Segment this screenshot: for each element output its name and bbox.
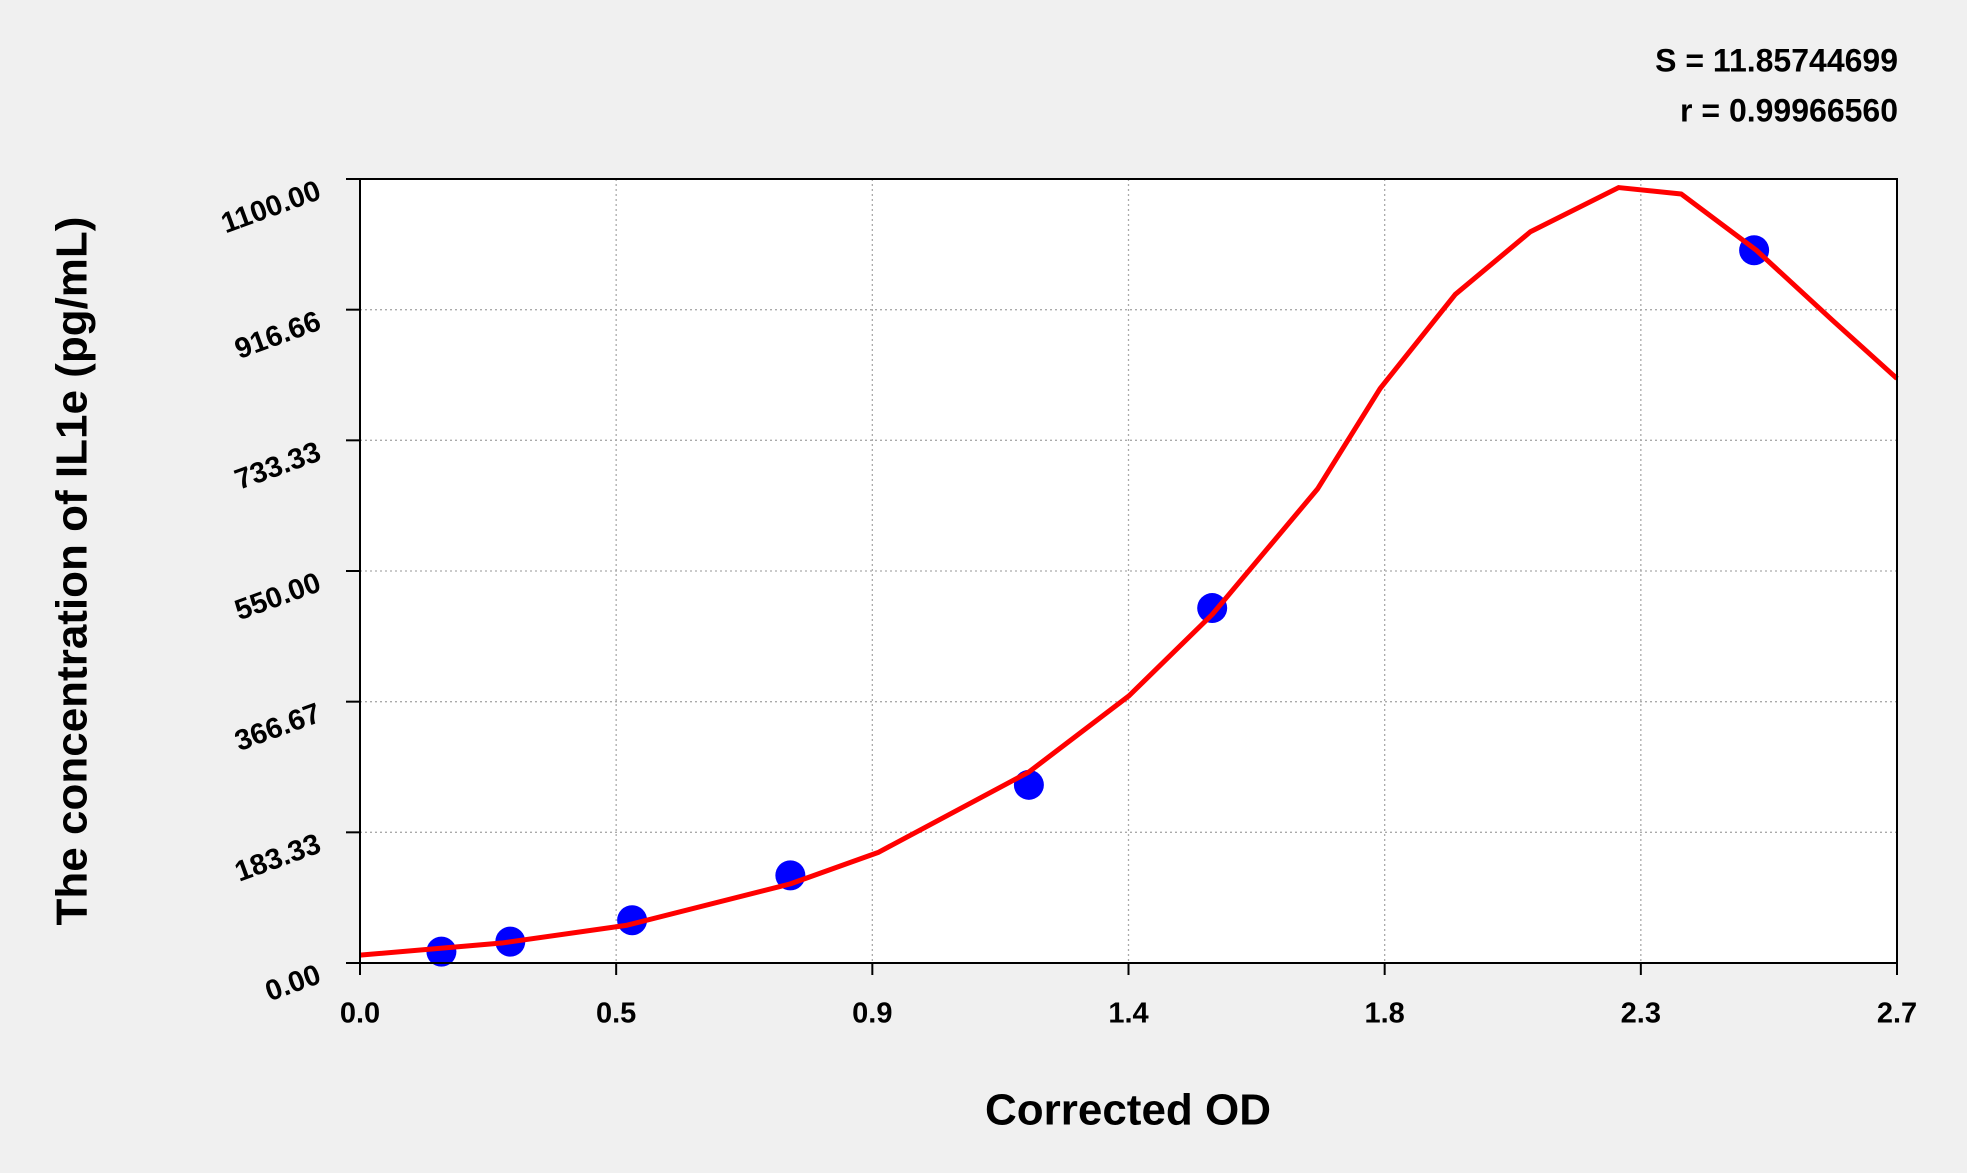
marks [359,185,1899,967]
annotation: r = 0.99966560 [1680,92,1898,128]
y-axis-title: The concentration of IL1e (pg/mL) [48,217,97,926]
x-tick-label: 0.9 [852,998,892,1030]
x-tick-label: 2.3 [1621,998,1661,1030]
data-point [426,936,457,967]
x-axis-title: Corrected OD [985,1086,1271,1135]
x-tick-label: 2.7 [1877,998,1917,1030]
annotation: S = 11.85744699 [1655,42,1898,78]
x-tick-label: 0.0 [340,998,380,1030]
x-tick-label: 1.4 [1108,998,1148,1030]
fit-curve [359,185,1899,958]
x-tick-label: 0.5 [596,998,636,1030]
data-point [1197,593,1228,624]
x-tick-label: 1.8 [1365,998,1405,1030]
